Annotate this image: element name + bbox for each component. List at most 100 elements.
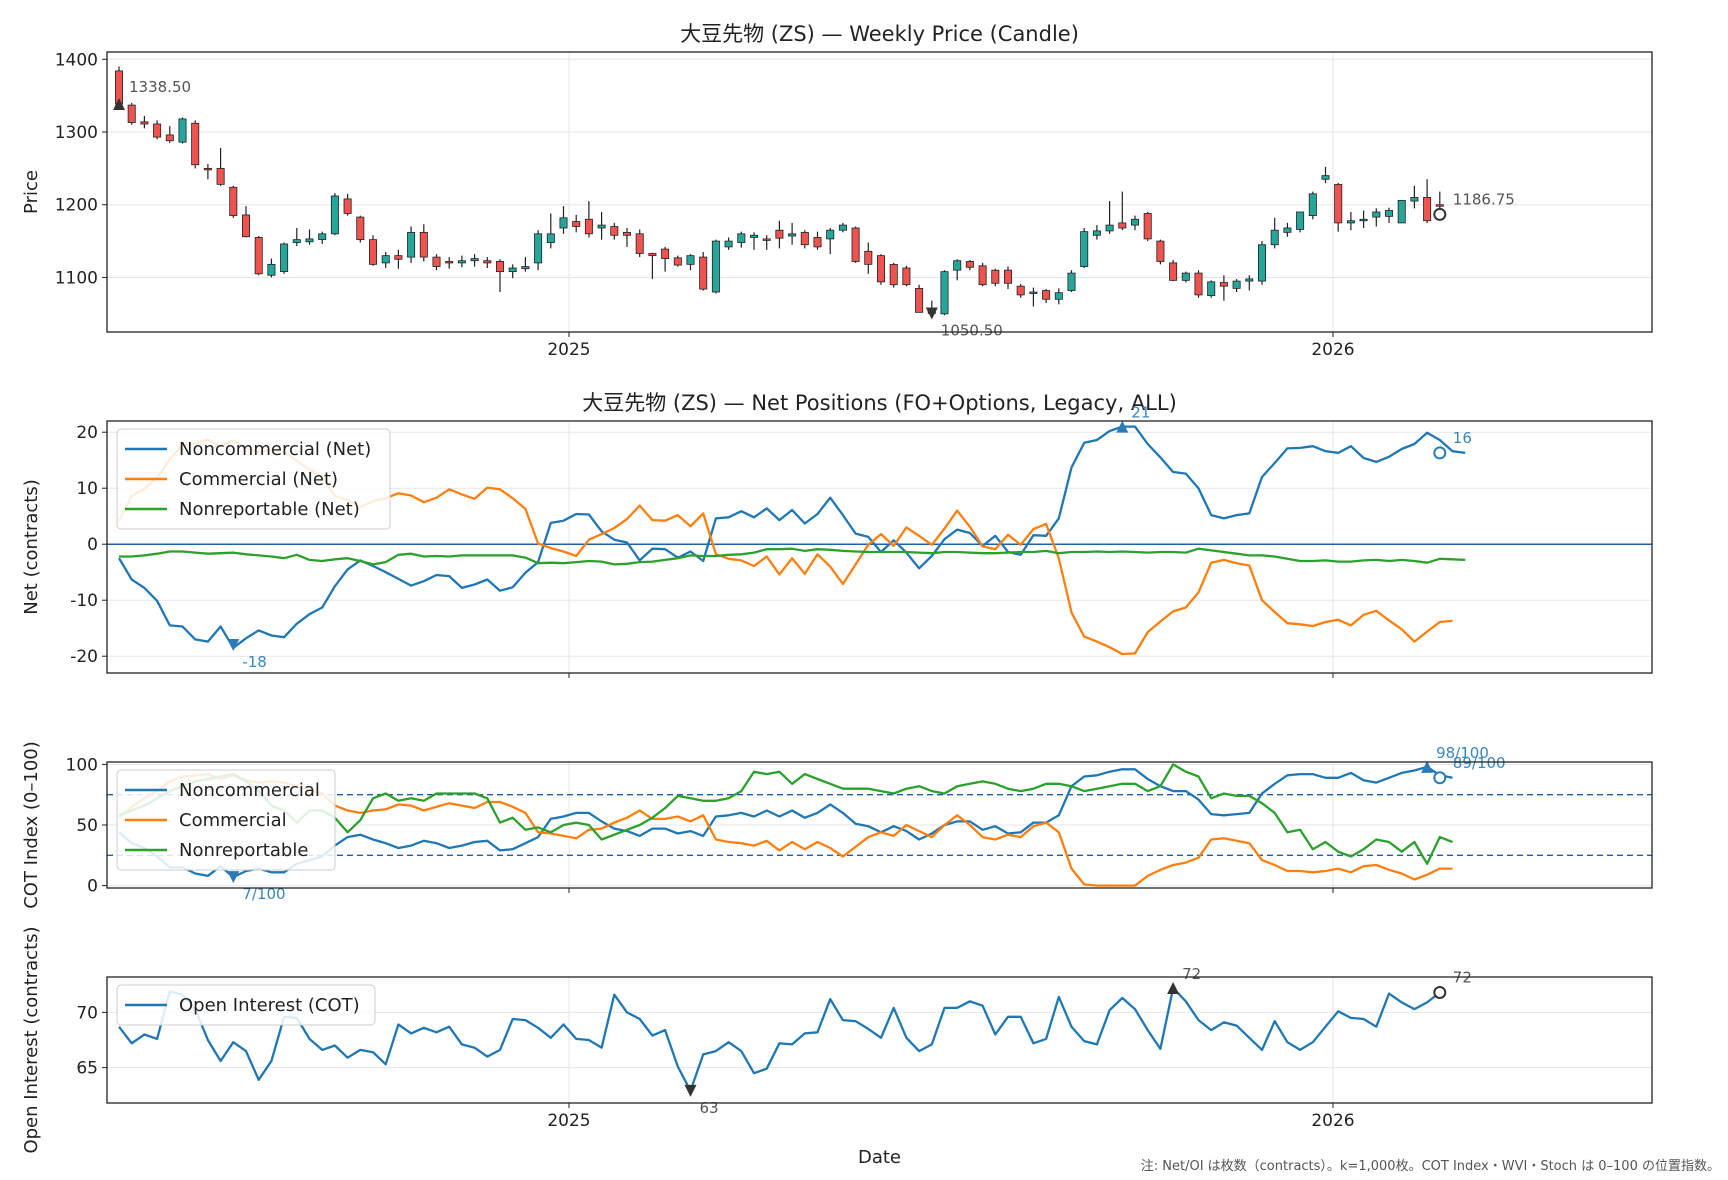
candle-body [127,104,136,123]
candle-body [610,226,619,236]
cot-index-panel: 100 50 0 COT Index (0–100) 98/100 7/100 89/100… [21,741,1653,909]
plot-frame [106,51,1653,333]
candle-body [1004,269,1013,284]
legend-label: Commercial (Net) [179,469,338,490]
candle-body [1143,213,1152,240]
candle-body [407,231,416,258]
last-marker [1433,207,1447,221]
open-interest-panel: 70 65 2025 2026 Open Interest (contracts) Dat… [21,926,1653,1168]
candle-body [381,255,390,264]
candle-body [635,233,644,254]
candle-body [1423,197,1432,222]
candle-body [1283,227,1292,233]
candle-body [597,224,606,229]
legend-label: Nonreportable (Net) [179,499,360,520]
candle-body [724,240,733,248]
series-line [118,763,1453,865]
candle-body [826,229,835,240]
y-tick-label: 1100 [55,268,98,288]
candle-body [889,263,898,286]
candle-body [813,237,822,248]
candle-body [750,234,759,238]
candle-body [445,261,454,264]
y-axis-label: COT Index (0–100) [21,741,42,909]
candle-body [991,269,1000,284]
last-marker [1433,771,1447,785]
candle-body [1296,211,1305,230]
candle-body [661,248,670,259]
last-marker [1433,446,1447,460]
chart-title: 大豆先物 (ZS) — Weekly Price (Candle) [680,22,1079,46]
plot-frame [106,420,1653,674]
min-marker [227,639,240,651]
x-tick-label: 2026 [1311,1111,1354,1131]
candle-body [623,231,632,236]
y-tick-label: 10 [76,479,98,499]
last-marker [1433,985,1447,999]
annotation-label: 16 [1453,429,1472,447]
candle-body [1219,282,1228,287]
series-line [118,765,1453,879]
candle-body [280,243,289,273]
price-panel: 1100 1200 1300 1400 2025 2026 大豆先物 (ZS) — Week… [21,22,1653,360]
annotation-label: 1186.75 [1453,190,1515,208]
candle-body [432,256,441,267]
candle-body [699,256,708,290]
candle-body [1054,292,1063,300]
candle-body [775,229,784,239]
series-line [119,547,1466,566]
candle-body [356,216,365,241]
y-tick-label: 0 [87,535,98,555]
y-tick-label: 70 [76,1003,98,1023]
candle-body [153,123,162,138]
candle-body [737,233,746,243]
candle-body [419,231,428,258]
candle-body [368,239,377,265]
legend-label: Noncommercial (Net) [179,439,371,460]
candle-body [1334,183,1343,224]
candle-body [254,237,263,275]
y-axis-label: Price [21,170,42,214]
series-line [118,425,1466,649]
candle-body [711,240,720,293]
y-tick-label: 50 [76,816,98,836]
legend-label: Nonreportable [179,840,308,861]
y-tick-label: 20 [76,423,98,443]
net-positions-panel: 20 10 0 -10 -20 大豆先物 (ZS) — Net Positions (FO… [21,391,1653,678]
candle-body [203,167,212,171]
candle-body [457,260,466,264]
candle-body [1092,230,1101,236]
annotation-label: 7/100 [242,885,285,903]
candle-body [965,261,974,268]
y-tick-label: -10 [70,591,98,611]
candle-body [241,214,250,238]
candle-body [470,258,479,262]
candle-body [902,267,911,286]
candle-body [292,239,301,243]
candle-body [305,238,314,243]
candle-body [1321,175,1330,180]
candle-body [1435,204,1444,207]
candle-body [800,231,809,246]
y-tick-label: 1200 [55,196,98,216]
candle-body [483,260,492,264]
candle-body [953,260,962,271]
y-tick-label: 1400 [55,50,98,70]
candle-body [1194,272,1203,296]
candle-body [572,221,581,227]
candle-body [1372,211,1381,218]
candle-body [673,257,682,266]
x-tick-label: 2025 [547,1111,590,1131]
candle-body [1181,272,1190,281]
candle-body [508,267,517,273]
candle-body [1067,272,1076,291]
candle-body [1270,229,1279,246]
annotation-label: 1338.50 [129,78,191,96]
chart-title: 大豆先物 (ZS) — Net Positions (FO+Options, L… [582,391,1177,415]
candle-body [1016,285,1025,296]
candle-body [267,263,276,276]
candle-body [1105,224,1114,232]
legend-label: Open Interest (COT) [179,995,360,1016]
candle-body [915,287,924,313]
